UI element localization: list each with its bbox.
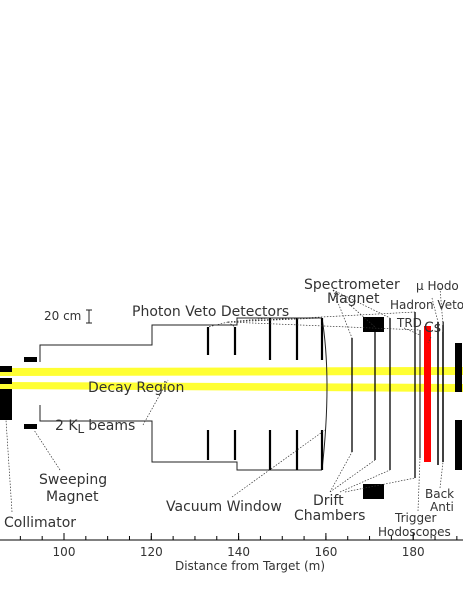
vacuum-window (321, 317, 328, 471)
label: Hodoscopes (378, 525, 451, 539)
leader-lines (5, 287, 444, 513)
label: Collimator (4, 515, 76, 531)
label: Hadron Veto (390, 298, 463, 312)
tick-label: 140 (227, 545, 250, 559)
drift-chambers (351, 312, 416, 478)
label: Decay Region (88, 380, 184, 396)
csi-calorimeter (424, 326, 431, 462)
downstream-detectors (419, 322, 444, 465)
label: CsI (424, 320, 445, 336)
axis-title: Distance from Target (m) (175, 559, 325, 573)
photon-veto-bars (206, 318, 324, 470)
label: Drift (313, 493, 344, 509)
beam (0, 382, 463, 392)
tick-label: 160 (314, 545, 337, 559)
spectrometer-magnet (363, 317, 384, 499)
label: Anti (430, 500, 454, 514)
muon-filter (455, 343, 462, 470)
label: Magnet (46, 489, 99, 505)
beam (0, 367, 463, 376)
label: 20 cm (44, 309, 81, 323)
label: Back (425, 487, 454, 501)
tick-label: 100 (53, 545, 76, 559)
label: 2 KL beams (55, 418, 135, 436)
label: Vacuum Window (166, 499, 282, 515)
label: Spectrometer (304, 277, 400, 293)
label: Trigger (394, 511, 436, 525)
label: μ Hodo (416, 279, 459, 293)
collimator-blocks (0, 357, 37, 429)
label: Sweeping (39, 472, 107, 488)
vacuum-vessel (39, 317, 322, 471)
label: Chambers (294, 508, 365, 524)
tick-label: 180 (402, 545, 425, 559)
label: TRD (396, 316, 422, 330)
tick-label: 120 (140, 545, 163, 559)
label: Photon Veto Detectors (132, 304, 289, 320)
label: Magnet (327, 291, 380, 307)
scale-bar (86, 309, 92, 324)
